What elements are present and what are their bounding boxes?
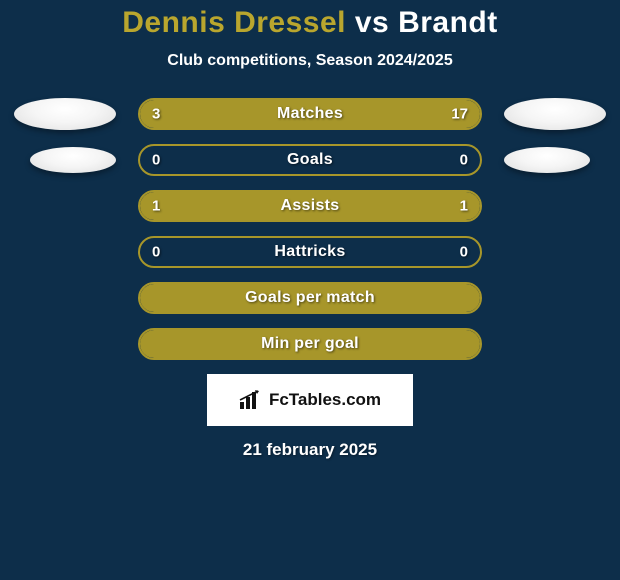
stat-label: Matches xyxy=(140,105,480,123)
stat-bar: 00Goals xyxy=(138,144,482,176)
logo-box: FcTables.com xyxy=(207,374,413,426)
stat-bar: 11Assists xyxy=(138,190,482,222)
stat-bar: Min per goal xyxy=(138,328,482,360)
stat-row: Min per goal xyxy=(0,328,620,360)
stat-bar: 317Matches xyxy=(138,98,482,130)
stat-row: Goals per match xyxy=(0,282,620,314)
stat-row: 00Goals xyxy=(0,144,620,176)
player2-name: Brandt xyxy=(398,6,498,39)
stat-row: 317Matches xyxy=(0,98,620,130)
title-vs: vs xyxy=(355,6,389,39)
player1-badge xyxy=(30,147,116,173)
stat-label: Assists xyxy=(140,197,480,215)
stat-rows: 317Matches 00Goals 11Assists 00Hattricks Goa… xyxy=(0,98,620,360)
stat-label: Goals xyxy=(140,151,480,169)
subtitle: Club competitions, Season 2024/2025 xyxy=(0,52,620,70)
stat-row: 00Hattricks xyxy=(0,236,620,268)
stat-bar: 00Hattricks xyxy=(138,236,482,268)
spacer xyxy=(504,190,606,222)
player1-badge xyxy=(14,98,116,130)
date: 21 february 2025 xyxy=(0,440,620,460)
spacer xyxy=(504,328,606,360)
player1-name: Dennis Dressel xyxy=(122,6,346,39)
logo-text: FcTables.com xyxy=(269,390,381,410)
spacer xyxy=(14,236,116,268)
page-title: Dennis Dressel vs Brandt xyxy=(0,6,620,40)
spacer xyxy=(504,236,606,268)
spacer xyxy=(504,282,606,314)
bars-icon xyxy=(239,390,263,410)
spacer xyxy=(14,190,116,222)
spacer xyxy=(14,328,116,360)
stat-label: Hattricks xyxy=(140,243,480,261)
player2-badge xyxy=(504,98,606,130)
comparison-infographic: Dennis Dressel vs Brandt Club competitio… xyxy=(0,0,620,460)
stat-label: Min per goal xyxy=(140,335,480,353)
player2-badge xyxy=(504,147,590,173)
stat-row: 11Assists xyxy=(0,190,620,222)
stat-label: Goals per match xyxy=(140,289,480,307)
stat-bar: Goals per match xyxy=(138,282,482,314)
spacer xyxy=(14,282,116,314)
